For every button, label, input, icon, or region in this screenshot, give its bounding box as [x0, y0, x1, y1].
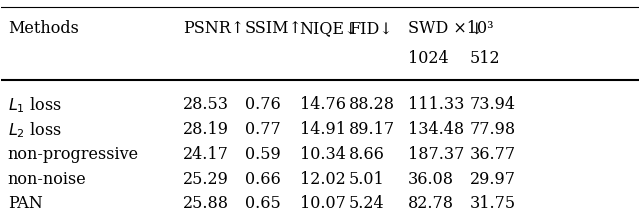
Text: 28.19: 28.19 — [183, 121, 229, 138]
Text: 0.59: 0.59 — [245, 146, 280, 163]
Text: SSIM↑: SSIM↑ — [245, 20, 303, 38]
Text: non-noise: non-noise — [8, 171, 86, 188]
Text: PAN: PAN — [8, 195, 42, 212]
Text: $L_1$ loss: $L_1$ loss — [8, 95, 61, 115]
Text: 89.17: 89.17 — [349, 121, 395, 138]
Text: 111.33: 111.33 — [408, 96, 464, 113]
Text: 0.76: 0.76 — [245, 96, 280, 113]
Text: Methods: Methods — [8, 20, 79, 38]
Text: 1024: 1024 — [408, 50, 449, 67]
Text: 5.24: 5.24 — [349, 195, 384, 212]
Text: 88.28: 88.28 — [349, 96, 395, 113]
Text: $L_2$ loss: $L_2$ loss — [8, 120, 61, 139]
Text: 10.34: 10.34 — [300, 146, 346, 163]
Text: non-progressive: non-progressive — [8, 146, 139, 163]
Text: 82.78: 82.78 — [408, 195, 454, 212]
Text: 187.37: 187.37 — [408, 146, 464, 163]
Text: FID↓: FID↓ — [349, 20, 392, 38]
Text: 0.65: 0.65 — [245, 195, 280, 212]
Text: 36.77: 36.77 — [470, 146, 516, 163]
Text: 25.29: 25.29 — [183, 171, 229, 188]
Text: 5.01: 5.01 — [349, 171, 385, 188]
Text: ↓: ↓ — [470, 20, 483, 38]
Text: 25.88: 25.88 — [183, 195, 229, 212]
Text: 29.97: 29.97 — [470, 171, 516, 188]
Text: 0.66: 0.66 — [245, 171, 280, 188]
Text: SWD ×10³: SWD ×10³ — [408, 20, 493, 38]
Text: 24.17: 24.17 — [183, 146, 229, 163]
Text: 31.75: 31.75 — [470, 195, 516, 212]
Text: 12.02: 12.02 — [300, 171, 346, 188]
Text: 14.91: 14.91 — [300, 121, 346, 138]
Text: PSNR↑: PSNR↑ — [183, 20, 244, 38]
Text: 73.94: 73.94 — [470, 96, 516, 113]
Text: 14.76: 14.76 — [300, 96, 346, 113]
Text: 8.66: 8.66 — [349, 146, 385, 163]
Text: 77.98: 77.98 — [470, 121, 516, 138]
Text: 0.77: 0.77 — [245, 121, 280, 138]
Text: 36.08: 36.08 — [408, 171, 454, 188]
Text: NIQE↓: NIQE↓ — [300, 20, 358, 38]
Text: 134.48: 134.48 — [408, 121, 464, 138]
Text: 512: 512 — [470, 50, 500, 67]
Text: 28.53: 28.53 — [183, 96, 229, 113]
Text: 10.07: 10.07 — [300, 195, 346, 212]
